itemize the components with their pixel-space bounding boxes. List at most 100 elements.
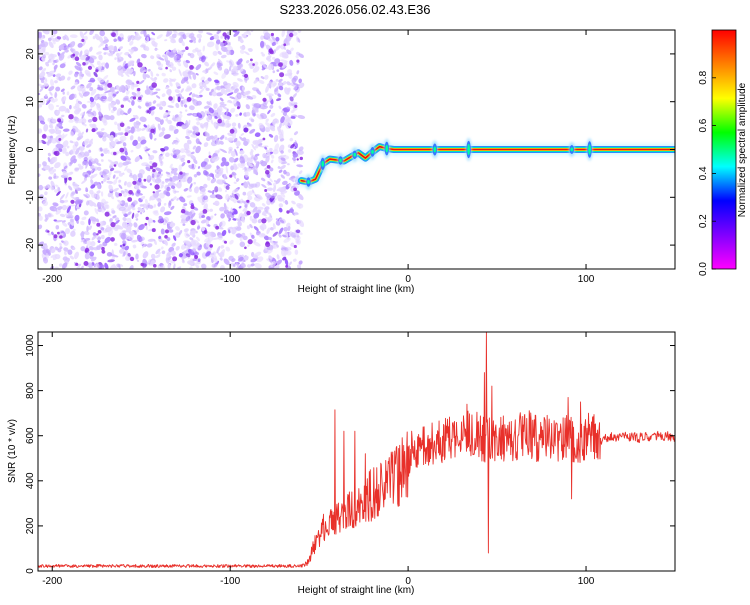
- noise-speckle-dark: [279, 72, 285, 78]
- noise-speckle: [187, 260, 195, 265]
- noise-speckle: [172, 48, 177, 53]
- noise-speckle: [182, 240, 190, 244]
- figure-title: S233.2026.056.02.43.E36: [279, 2, 430, 17]
- noise-speckle: [147, 204, 154, 209]
- noise-speckle: [169, 69, 172, 73]
- noise-speckle: [267, 63, 274, 71]
- noise-speckle: [269, 167, 274, 172]
- noise-speckle: [226, 31, 230, 36]
- noise-speckle: [42, 164, 51, 171]
- noise-speckle: [133, 70, 136, 77]
- noise-speckle-dark: [289, 32, 294, 38]
- noise-speckle: [72, 57, 75, 61]
- spectrogram-x-ticks: -200 -100 0 100: [42, 30, 595, 285]
- noise-speckle: [145, 164, 152, 167]
- noise-speckle: [235, 178, 240, 182]
- noise-speckle: [50, 79, 54, 87]
- noise-speckle: [56, 104, 60, 108]
- noise-speckle: [281, 61, 288, 69]
- noise-speckle: [270, 261, 276, 268]
- noise-speckle: [121, 221, 128, 229]
- noise-speckle: [286, 81, 291, 86]
- noise-speckle: [90, 184, 96, 189]
- noise-speckle: [138, 155, 143, 160]
- noise-speckle: [242, 31, 248, 37]
- noise-speckle: [253, 61, 259, 67]
- noise-speckle: [63, 199, 69, 203]
- noise-speckle: [116, 132, 124, 136]
- noise-speckle: [122, 172, 125, 175]
- noise-speckle: [64, 109, 68, 113]
- noise-speckle: [105, 62, 110, 69]
- noise-speckle: [115, 99, 121, 105]
- noise-speckle: [47, 232, 52, 236]
- noise-speckle: [94, 96, 98, 100]
- noise-speckle: [48, 124, 54, 129]
- noise-speckle: [60, 88, 65, 92]
- noise-speckle: [229, 59, 235, 66]
- noise-speckle: [100, 159, 104, 162]
- noise-speckle: [112, 179, 118, 185]
- noise-speckle: [54, 91, 57, 98]
- noise-speckle: [164, 178, 171, 181]
- noise-speckle-dark: [244, 246, 247, 250]
- noise-speckle: [124, 181, 127, 186]
- noise-speckle: [185, 120, 189, 128]
- noise-speckle: [219, 257, 223, 261]
- noise-speckle: [169, 78, 176, 82]
- noise-speckle: [197, 258, 201, 263]
- noise-speckle: [88, 245, 94, 251]
- noise-speckle: [143, 30, 147, 38]
- noise-speckle: [219, 103, 227, 108]
- noise-speckle: [84, 174, 88, 178]
- noise-speckle: [268, 95, 273, 101]
- noise-speckle: [167, 64, 171, 68]
- noise-speckle: [191, 93, 196, 98]
- noise-speckle: [243, 181, 249, 189]
- noise-speckle: [219, 251, 225, 258]
- noise-speckle: [96, 190, 101, 194]
- noise-speckle: [191, 83, 197, 89]
- noise-speckle: [175, 102, 180, 109]
- noise-speckle: [38, 212, 41, 217]
- noise-speckle: [175, 116, 182, 123]
- noise-speckle: [295, 55, 299, 59]
- noise-speckle: [42, 54, 46, 59]
- noise-speckle: [50, 186, 54, 191]
- noise-speckle-dark: [118, 193, 123, 197]
- noise-speckle: [186, 80, 189, 84]
- noise-speckle: [298, 78, 303, 84]
- noise-speckle: [289, 59, 294, 66]
- noise-speckle: [172, 196, 177, 201]
- noise-speckle: [122, 60, 126, 67]
- noise-speckle: [268, 255, 273, 260]
- noise-speckle: [150, 111, 155, 116]
- noise-speckle: [190, 240, 197, 246]
- noise-speckle: [292, 258, 297, 262]
- noise-speckle: [212, 189, 215, 195]
- noise-speckle: [70, 155, 76, 162]
- noise-speckle: [172, 30, 177, 33]
- noise-speckle: [161, 250, 166, 255]
- noise-speckle: [47, 37, 52, 42]
- noise-speckle: [124, 51, 130, 56]
- noise-speckle: [163, 78, 169, 83]
- noise-speckle: [187, 119, 191, 126]
- noise-speckle: [50, 53, 57, 58]
- noise-speckle: [299, 170, 303, 175]
- noise-speckle: [216, 31, 220, 35]
- noise-speckle: [205, 132, 210, 138]
- noise-speckle: [206, 101, 211, 106]
- noise-speckle: [196, 33, 202, 39]
- noise-speckle: [89, 46, 93, 52]
- noise-speckle-dark: [95, 69, 99, 73]
- noise-speckle: [169, 81, 173, 87]
- noise-speckle: [132, 114, 138, 119]
- snr-y-axis-label: SNR (10 * v/v): [7, 419, 18, 483]
- noise-speckle: [239, 112, 242, 116]
- spectrogram-y-ticks: -20 -10 0 10 20: [25, 48, 675, 252]
- noise-speckle: [134, 34, 141, 41]
- noise-speckle: [117, 199, 123, 204]
- noise-speckle: [187, 176, 193, 184]
